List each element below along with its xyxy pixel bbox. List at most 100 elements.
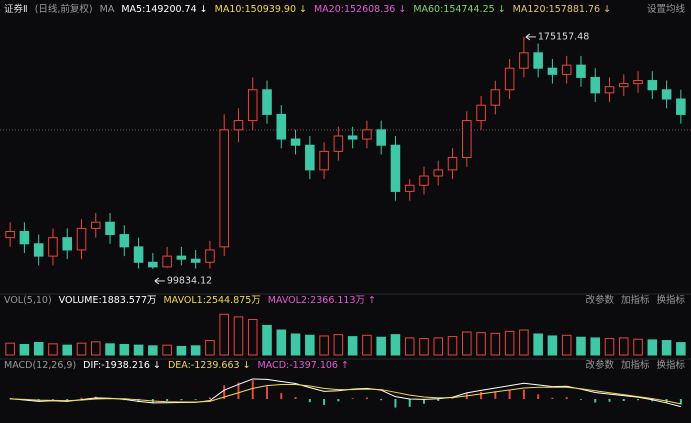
macd-bar bbox=[208, 397, 211, 399]
annotation-arrow-head bbox=[154, 277, 160, 285]
candle-body bbox=[504, 67, 515, 91]
volume-bar bbox=[633, 338, 643, 356]
volume-bar bbox=[62, 344, 72, 356]
ma-legend-item: MA5:149200.74 ↓ bbox=[121, 4, 208, 15]
legend-item: MAVOL1:2544.875万 bbox=[163, 295, 261, 306]
candle-body bbox=[5, 230, 15, 239]
macd-bar bbox=[480, 391, 483, 399]
volume-bar bbox=[519, 329, 529, 356]
control-button[interactable]: 换指标 bbox=[656, 360, 685, 371]
candle-body bbox=[176, 255, 187, 260]
candle-body bbox=[419, 175, 429, 186]
macd-bar bbox=[251, 380, 254, 399]
candle-body bbox=[333, 135, 344, 152]
candle-body bbox=[604, 86, 615, 94]
macd-bar bbox=[266, 386, 269, 399]
macd-bar bbox=[637, 399, 640, 401]
control-button[interactable]: 换指标 bbox=[656, 295, 685, 306]
control-button[interactable]: 加指标 bbox=[620, 295, 650, 306]
candle-body bbox=[533, 52, 543, 69]
volume-header: VOL(5,10) VOLUME:1883.577万 MAVOL1:2544.87… bbox=[0, 293, 691, 309]
symbol: 证券Ⅱ bbox=[4, 4, 28, 15]
macd-header: MACD(12,26,9) DIF:-1938.216 ↓ DEA:-1239.6… bbox=[0, 358, 691, 374]
candle-body bbox=[576, 64, 586, 78]
legend-item: DEA:-1239.663 ↓ bbox=[167, 360, 251, 371]
candle-body bbox=[447, 157, 458, 171]
candle-body bbox=[105, 221, 115, 236]
candle-body bbox=[190, 258, 201, 263]
macd-bar bbox=[337, 399, 340, 402]
volume-bar bbox=[162, 344, 172, 356]
macd-bar bbox=[66, 399, 69, 401]
volume-bar bbox=[19, 343, 30, 356]
volume-bar bbox=[619, 337, 629, 356]
volume-bar bbox=[561, 334, 572, 356]
candle-body bbox=[162, 255, 172, 268]
candle-body bbox=[90, 221, 101, 229]
volume-bar bbox=[433, 337, 444, 356]
candle-body bbox=[48, 237, 58, 257]
settings-button[interactable]: 设置均线 bbox=[646, 4, 685, 15]
volume-bar bbox=[247, 319, 258, 356]
control-button[interactable]: 改参数 bbox=[585, 295, 614, 306]
ma-legend-item: MA60:154744.25 ↓ bbox=[413, 4, 506, 15]
candle-body bbox=[647, 80, 658, 91]
volume-bar bbox=[376, 336, 386, 356]
candle-body bbox=[33, 243, 44, 257]
macd-bar bbox=[80, 397, 83, 399]
candle-body bbox=[661, 89, 672, 100]
candle-body bbox=[276, 113, 287, 140]
volume-bar bbox=[205, 340, 215, 356]
candle-body bbox=[76, 227, 87, 251]
legend-item: DIF:-1938.216 ↓ bbox=[83, 360, 161, 371]
macd-bar bbox=[166, 399, 169, 401]
candle-body bbox=[290, 138, 301, 146]
ma-legend-item: MA10:150939.90 ↓ bbox=[214, 4, 307, 15]
candle-body bbox=[148, 261, 158, 268]
macd-bar bbox=[194, 399, 197, 400]
volume-bar bbox=[490, 332, 501, 356]
candle-body bbox=[347, 135, 358, 140]
control-button[interactable]: 改参数 bbox=[585, 360, 614, 371]
volume-bar bbox=[176, 345, 187, 356]
macd-bar bbox=[608, 399, 611, 402]
ma-legend-item: MA120:157881.76 ↓ bbox=[512, 4, 612, 15]
mode[interactable]: (日线,前复权) bbox=[34, 4, 93, 15]
panel-controls: 改参数 加指标 换指标 bbox=[585, 358, 691, 374]
volume-bar bbox=[233, 316, 244, 356]
volume-bar bbox=[105, 343, 115, 356]
candle-body bbox=[404, 184, 415, 192]
candle-body bbox=[62, 237, 72, 251]
macd-bar bbox=[451, 398, 454, 399]
volume-bar bbox=[76, 342, 87, 356]
candle-body bbox=[590, 76, 601, 94]
candle-body bbox=[476, 104, 486, 122]
macd-bar bbox=[137, 399, 140, 403]
header-actions: 设置均线 bbox=[647, 2, 691, 18]
macd-bar bbox=[408, 399, 411, 407]
volume-bar bbox=[148, 345, 158, 356]
volume-bar bbox=[290, 333, 301, 356]
panel-controls: 改参数 加指标 换指标 bbox=[585, 293, 691, 309]
candle-body bbox=[462, 120, 472, 159]
candle-body bbox=[433, 169, 444, 177]
candle-body bbox=[619, 83, 629, 88]
volume-bar bbox=[219, 313, 229, 356]
macd-bar bbox=[437, 399, 440, 401]
ma-label: MA bbox=[99, 4, 115, 15]
macd-bar bbox=[508, 390, 511, 399]
volume-bar bbox=[33, 342, 44, 356]
macd-line bbox=[10, 378, 681, 408]
ma-legend-item: MA20:152608.36 ↓ bbox=[313, 4, 407, 15]
ma-legend: MA5:149200.74 ↓ MA10:150939.90 ↓ MA20:1526… bbox=[121, 2, 611, 18]
candle-body bbox=[205, 249, 215, 263]
macd-bar bbox=[351, 398, 354, 399]
control-button[interactable]: 加指标 bbox=[620, 360, 650, 371]
candle-body bbox=[133, 246, 144, 263]
macd-bar bbox=[565, 397, 568, 399]
candle-body bbox=[119, 234, 130, 248]
volume-bar bbox=[119, 343, 130, 356]
macd-bar bbox=[323, 399, 326, 405]
macd-bar bbox=[522, 389, 525, 399]
